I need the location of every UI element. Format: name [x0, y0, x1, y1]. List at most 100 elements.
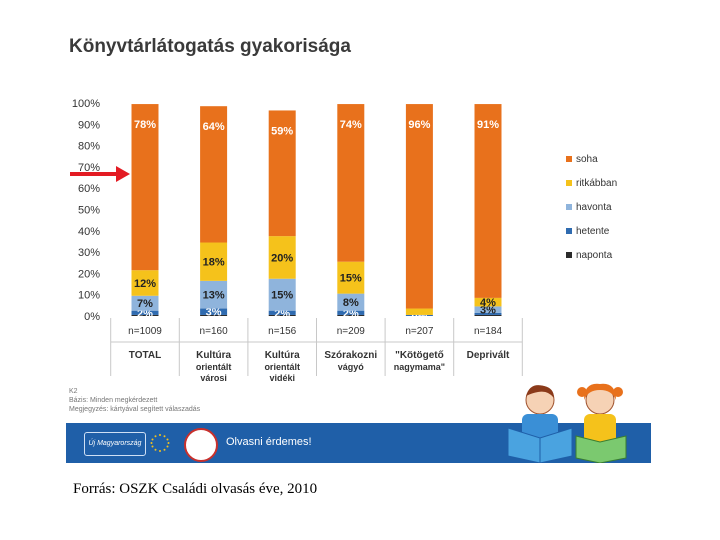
data-label: 64%: [203, 121, 225, 133]
bar-segment-naponta: [337, 314, 365, 316]
data-label: 4%: [480, 297, 496, 309]
data-label: 59%: [271, 125, 293, 137]
bar-segment-hetente: [337, 310, 365, 315]
sample-size-label: n=207: [405, 326, 434, 337]
footer-slogan: Olvasni érdemes!: [226, 436, 312, 448]
bar-segment-havonta: [131, 295, 159, 311]
reading-children-illustration: [507, 383, 627, 463]
data-label: 91%: [477, 119, 499, 131]
chart-notes: K2 Bázis: Minden megkérdezett Megjegyzés…: [69, 387, 200, 414]
y-tick-label: 90%: [78, 119, 100, 131]
data-label: 15%: [340, 273, 362, 285]
y-tick-label: 10%: [78, 290, 100, 302]
note-base: Bázis: Minden megkérdezett: [69, 397, 158, 404]
y-tick-label: 70%: [78, 162, 100, 174]
source-caption: Forrás: OSZK Családi olvasás éve, 2010: [73, 481, 318, 497]
category-label: "Kötögető: [395, 350, 444, 361]
bar-segment-havonta: [337, 293, 365, 311]
legend-swatch-hetente: [566, 228, 572, 234]
legend-swatch-ritkabban: [566, 180, 572, 186]
bar-segment-hetente: [131, 310, 159, 315]
y-tick-label: 40%: [78, 226, 100, 238]
bar-segment-ritkabban: [337, 261, 365, 294]
olvasas-eve-seal-icon: [184, 428, 218, 462]
category-label: TOTAL: [129, 350, 161, 361]
legend-swatch-soha: [566, 156, 572, 162]
bar-segment-hetente: [474, 312, 502, 315]
data-label: 15%: [271, 290, 293, 302]
bar-segment-hetente: [268, 310, 296, 315]
y-tick-label: 100%: [72, 98, 100, 110]
bar-segment-ritkabban: [405, 308, 433, 315]
category-label: Kultúra: [196, 350, 231, 361]
bar-segment-hetente: [405, 314, 433, 316]
bar-segment-naponta: [474, 314, 502, 316]
uj-magyarorszag-logo: Új Magyarország: [84, 432, 146, 456]
chart-title: Könyvtárlátogatás gyakorisága: [69, 36, 351, 57]
bar-segment-ritkabban: [268, 236, 296, 279]
legend-label-havonta: havonta: [576, 202, 612, 213]
bar-segment-soha: [337, 104, 365, 262]
data-label: 74%: [340, 119, 362, 131]
category-sublabel: orientált: [196, 362, 232, 372]
legend-swatch-naponta: [566, 252, 572, 258]
y-tick-label: 30%: [78, 247, 100, 259]
bar-segment-ritkabban: [131, 270, 159, 296]
bar-segment-hetente: [200, 308, 228, 315]
bar-segment-havonta: [200, 280, 228, 309]
y-tick-label: 80%: [78, 141, 100, 153]
data-label: 78%: [134, 119, 156, 131]
y-tick-label: 0%: [84, 311, 100, 323]
bar-segment-naponta: [200, 314, 228, 316]
note-remark: Megjegyzés: kártyával segített válaszadá…: [69, 406, 201, 413]
data-label: 3%: [480, 305, 496, 317]
sample-size-label: n=1009: [128, 326, 162, 337]
sample-size-label: n=209: [337, 326, 366, 337]
bar-segment-ritkabban: [474, 297, 502, 307]
legend-label-ritkabban: ritkábban: [576, 178, 617, 189]
data-label: 2%: [343, 308, 359, 320]
y-tick-label: 50%: [78, 205, 100, 217]
data-label: 20%: [271, 252, 293, 264]
bar-segment-soha: [268, 110, 296, 237]
data-label: 2%: [137, 308, 153, 320]
bar-segment-naponta: [268, 314, 296, 316]
category-sublabel: városi: [200, 373, 227, 383]
data-label: 18%: [203, 257, 225, 269]
y-tick-label: 20%: [78, 268, 100, 280]
data-label: 7%: [137, 298, 153, 310]
category-label: Szórakozni: [324, 350, 377, 361]
category-sublabel: nagymama": [394, 362, 445, 372]
bar-segment-soha: [474, 104, 502, 298]
legend-label-hetente: hetente: [576, 226, 610, 237]
legend-swatch-havonta: [566, 204, 572, 210]
bar-segment-soha: [405, 104, 433, 309]
data-label: 12%: [134, 278, 156, 290]
category-label: Deprivált: [467, 350, 510, 361]
data-label: 2%: [274, 308, 290, 320]
data-label: 8%: [343, 297, 359, 309]
category-sublabel: vágyó: [338, 362, 365, 372]
bar-segment-havonta: [474, 306, 502, 313]
y-tick-label: 60%: [78, 183, 100, 195]
bar-segment-soha: [131, 104, 159, 271]
data-label: 13%: [203, 290, 225, 302]
legend-label-soha: soha: [576, 154, 598, 165]
note-code: K2: [69, 388, 78, 395]
sample-size-label: n=156: [268, 326, 297, 337]
bar-segment-naponta: [131, 314, 159, 316]
category-sublabel: orientált: [264, 362, 300, 372]
bar-segment-havonta: [268, 278, 296, 311]
data-label: 3%: [206, 307, 222, 319]
sample-size-label: n=184: [474, 326, 503, 337]
category-label: Kultúra: [265, 350, 300, 361]
red-arrow-head: [116, 166, 130, 182]
eu-stars-icon: [148, 432, 172, 454]
category-sublabel: vidéki: [269, 373, 295, 383]
bar-segment-soha: [200, 106, 228, 243]
sample-size-label: n=160: [200, 326, 229, 337]
data-label: 96%: [408, 119, 430, 131]
bar-segment-ritkabban: [200, 242, 228, 281]
legend-label-naponta: naponta: [576, 250, 613, 261]
